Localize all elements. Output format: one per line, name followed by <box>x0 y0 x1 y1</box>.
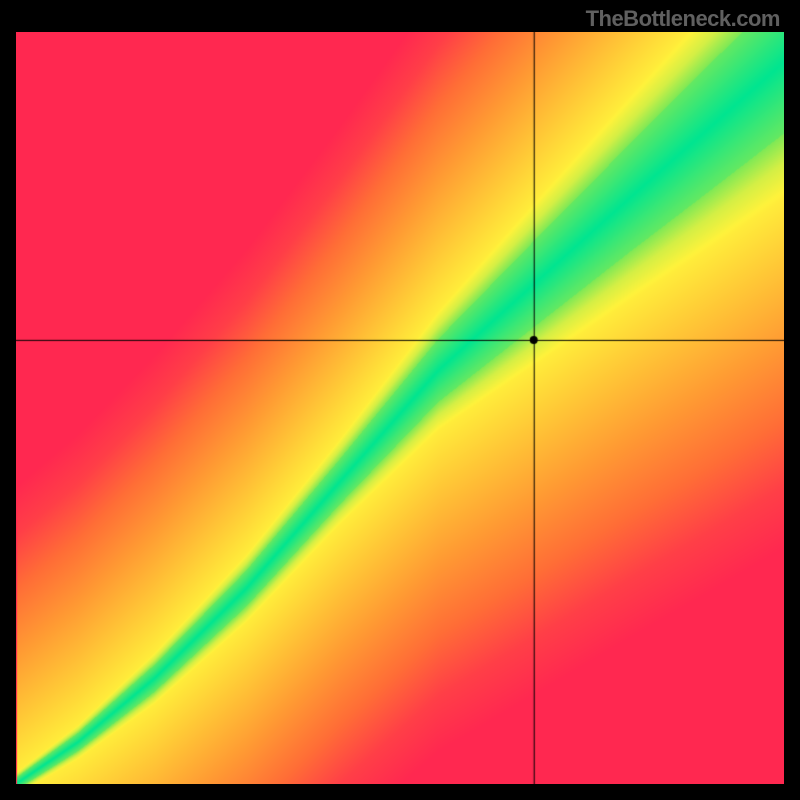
heatmap-canvas <box>16 32 784 784</box>
bottleneck-heatmap <box>16 32 784 784</box>
watermark-text: TheBottleneck.com <box>586 6 780 32</box>
